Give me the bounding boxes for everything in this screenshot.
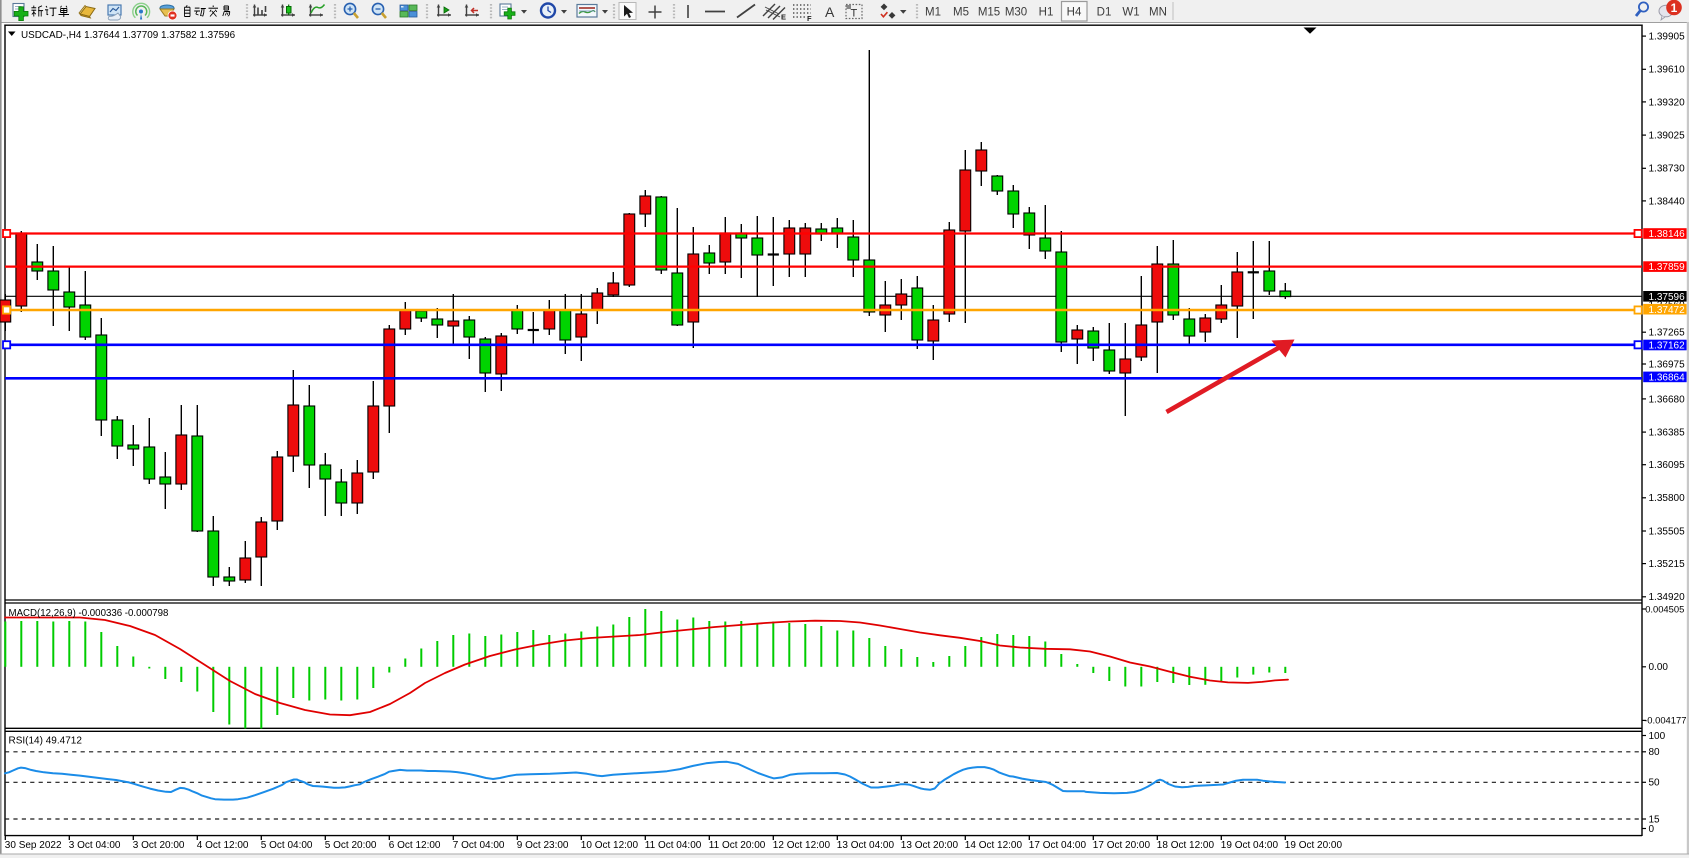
- svg-text:T: T: [851, 8, 858, 20]
- svg-text:M15: M15: [978, 7, 1000, 19]
- svg-text:1.36680: 1.36680: [1649, 394, 1686, 405]
- svg-text:M30: M30: [1005, 7, 1027, 19]
- svg-text:1.38730: 1.38730: [1649, 164, 1686, 175]
- svg-text:80: 80: [1649, 747, 1661, 758]
- svg-text:1.35800: 1.35800: [1649, 493, 1686, 504]
- svg-text:-0.004177: -0.004177: [1644, 715, 1686, 726]
- svg-text:18 Oct 12:00: 18 Oct 12:00: [1157, 840, 1215, 851]
- svg-text:A: A: [825, 4, 835, 20]
- svg-text:H1: H1: [1039, 7, 1054, 19]
- svg-text:3 Oct 04:00: 3 Oct 04:00: [69, 840, 121, 851]
- svg-text:1.38440: 1.38440: [1649, 196, 1686, 207]
- svg-text:1.37162: 1.37162: [1649, 341, 1686, 352]
- svg-text:12 Oct 12:00: 12 Oct 12:00: [773, 840, 831, 851]
- svg-text:1.36975: 1.36975: [1649, 359, 1686, 370]
- svg-text:0.00: 0.00: [1649, 662, 1669, 673]
- svg-text:USDCAD-,H4 1.37644 1.37709 1.: USDCAD-,H4 1.37644 1.37709 1.37582 1.375…: [21, 30, 236, 41]
- svg-text:1.36864: 1.36864: [1649, 373, 1686, 384]
- svg-text:1.35215: 1.35215: [1649, 559, 1686, 570]
- svg-text:MN: MN: [1149, 7, 1167, 19]
- svg-text:5 Oct 04:00: 5 Oct 04:00: [261, 840, 313, 851]
- svg-text:13 Oct 04:00: 13 Oct 04:00: [837, 840, 895, 851]
- svg-text:1.37472: 1.37472: [1649, 305, 1686, 316]
- svg-text:W1: W1: [1122, 7, 1139, 19]
- svg-text:1.39610: 1.39610: [1649, 65, 1686, 76]
- svg-text:6 Oct 12:00: 6 Oct 12:00: [389, 840, 441, 851]
- svg-text:13 Oct 20:00: 13 Oct 20:00: [901, 840, 959, 851]
- svg-text:5 Oct 20:00: 5 Oct 20:00: [325, 840, 377, 851]
- svg-text:E: E: [781, 13, 786, 22]
- svg-text:7 Oct 04:00: 7 Oct 04:00: [453, 840, 505, 851]
- svg-text:1.37596: 1.37596: [1649, 292, 1686, 303]
- svg-text:1.34920: 1.34920: [1649, 592, 1686, 603]
- svg-text:11 Oct 04:00: 11 Oct 04:00: [645, 840, 702, 851]
- svg-text:0: 0: [1649, 824, 1655, 835]
- svg-text:1.36385: 1.36385: [1649, 428, 1686, 439]
- svg-text:1.35505: 1.35505: [1649, 526, 1686, 537]
- svg-text:11 Oct 20:00: 11 Oct 20:00: [709, 840, 766, 851]
- svg-text:100: 100: [1649, 731, 1666, 742]
- svg-text:0.004505: 0.004505: [1645, 603, 1684, 614]
- svg-text:1.39025: 1.39025: [1649, 131, 1686, 142]
- svg-text:17 Oct 04:00: 17 Oct 04:00: [1029, 840, 1087, 851]
- svg-text:9 Oct 23:00: 9 Oct 23:00: [517, 840, 569, 851]
- svg-text:M1: M1: [925, 7, 941, 19]
- svg-text:19 Oct 04:00: 19 Oct 04:00: [1221, 840, 1279, 851]
- svg-text:4 Oct 12:00: 4 Oct 12:00: [197, 840, 249, 851]
- svg-text:1: 1: [1671, 1, 1678, 15]
- svg-text:3 Oct 20:00: 3 Oct 20:00: [133, 840, 185, 851]
- svg-text:RSI(14) 49.4712: RSI(14) 49.4712: [9, 736, 83, 747]
- svg-text:10 Oct 12:00: 10 Oct 12:00: [581, 840, 639, 851]
- svg-text:17 Oct 20:00: 17 Oct 20:00: [1093, 840, 1151, 851]
- svg-text:14 Oct 12:00: 14 Oct 12:00: [965, 840, 1023, 851]
- svg-text:15: 15: [1649, 814, 1661, 825]
- svg-text:1.39320: 1.39320: [1649, 97, 1686, 108]
- svg-text:1.37265: 1.37265: [1649, 328, 1686, 339]
- svg-text:30 Sep 2022: 30 Sep 2022: [5, 840, 62, 851]
- svg-text:MACD(12,26,9) -0.000336 -0.000: MACD(12,26,9) -0.000336 -0.000798: [9, 608, 169, 619]
- svg-text:D1: D1: [1097, 7, 1112, 19]
- svg-text:F: F: [807, 14, 812, 23]
- svg-text:1.39905: 1.39905: [1649, 32, 1686, 43]
- svg-text:M5: M5: [953, 7, 969, 19]
- svg-text:1.36095: 1.36095: [1649, 460, 1686, 471]
- svg-text:1.37859: 1.37859: [1649, 262, 1686, 273]
- svg-text:50: 50: [1649, 778, 1661, 789]
- svg-text:19 Oct 20:00: 19 Oct 20:00: [1285, 840, 1343, 851]
- svg-text:H4: H4: [1067, 7, 1082, 19]
- svg-text:1.38146: 1.38146: [1649, 229, 1686, 240]
